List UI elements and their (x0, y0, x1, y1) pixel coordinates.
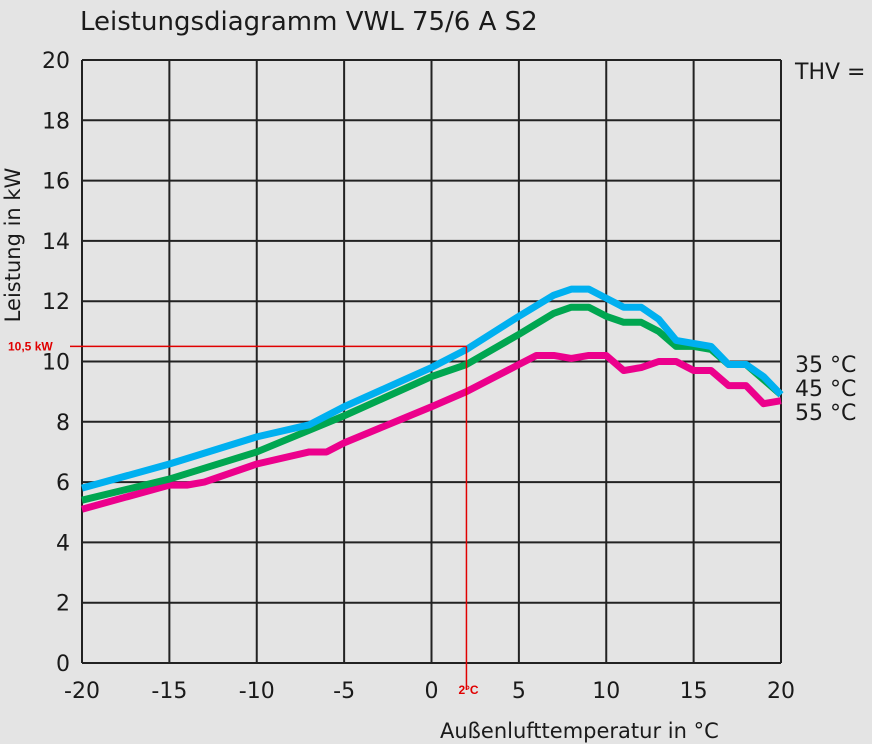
annotation-y-label: 10,5 kW (8, 339, 53, 353)
x-axis-label: Außenlufttemperatur in °C (440, 719, 719, 743)
series-line-35c (81, 285, 784, 492)
x-tick-label: 0 (425, 679, 439, 704)
x-tick-label: -5 (333, 679, 355, 704)
x-tick-label: -10 (239, 679, 275, 704)
y-tick-label: 14 (42, 230, 70, 255)
annotation-x-label: 2°C (458, 683, 478, 697)
legend-entry: 35 °C (795, 353, 856, 378)
x-tick-label: 15 (680, 679, 708, 704)
y-tick-label: 10 (42, 351, 70, 376)
y-tick-label: 0 (56, 652, 70, 677)
y-tick-label: 8 (56, 411, 70, 436)
x-tick-label: -15 (151, 679, 187, 704)
y-tick-label: 18 (42, 109, 70, 134)
grid (81, 59, 782, 664)
x-tick-label: 5 (512, 679, 526, 704)
tick-labels: -20 -15 -10 -5 0 5 10 15 20 0 2 4 6 8 10 12 14 16 18 20 (42, 49, 795, 704)
y-tick-label: 12 (42, 290, 70, 315)
series-lines (81, 285, 784, 513)
legend-title: THV = (794, 60, 865, 85)
y-tick-label: 4 (56, 531, 70, 556)
y-tick-label: 2 (56, 592, 70, 617)
legend-entry: 45 °C (795, 377, 856, 402)
series-line-55c (81, 351, 782, 513)
annotation: 10,5 kW 2°C (8, 339, 479, 697)
legend: 35 °C45 °C55 °C (795, 353, 856, 426)
y-tick-label: 6 (56, 471, 70, 496)
y-tick-label: 20 (42, 49, 70, 74)
legend-entry: 55 °C (795, 401, 856, 426)
x-tick-label: -20 (64, 679, 100, 704)
x-tick-label: 20 (767, 679, 795, 704)
chart-title: Leistungsdiagramm VWL 75/6 A S2 (80, 7, 538, 37)
y-tick-label: 16 (42, 170, 70, 195)
x-tick-label: 10 (592, 679, 620, 704)
y-axis-label: Leistung in kW (1, 167, 25, 322)
